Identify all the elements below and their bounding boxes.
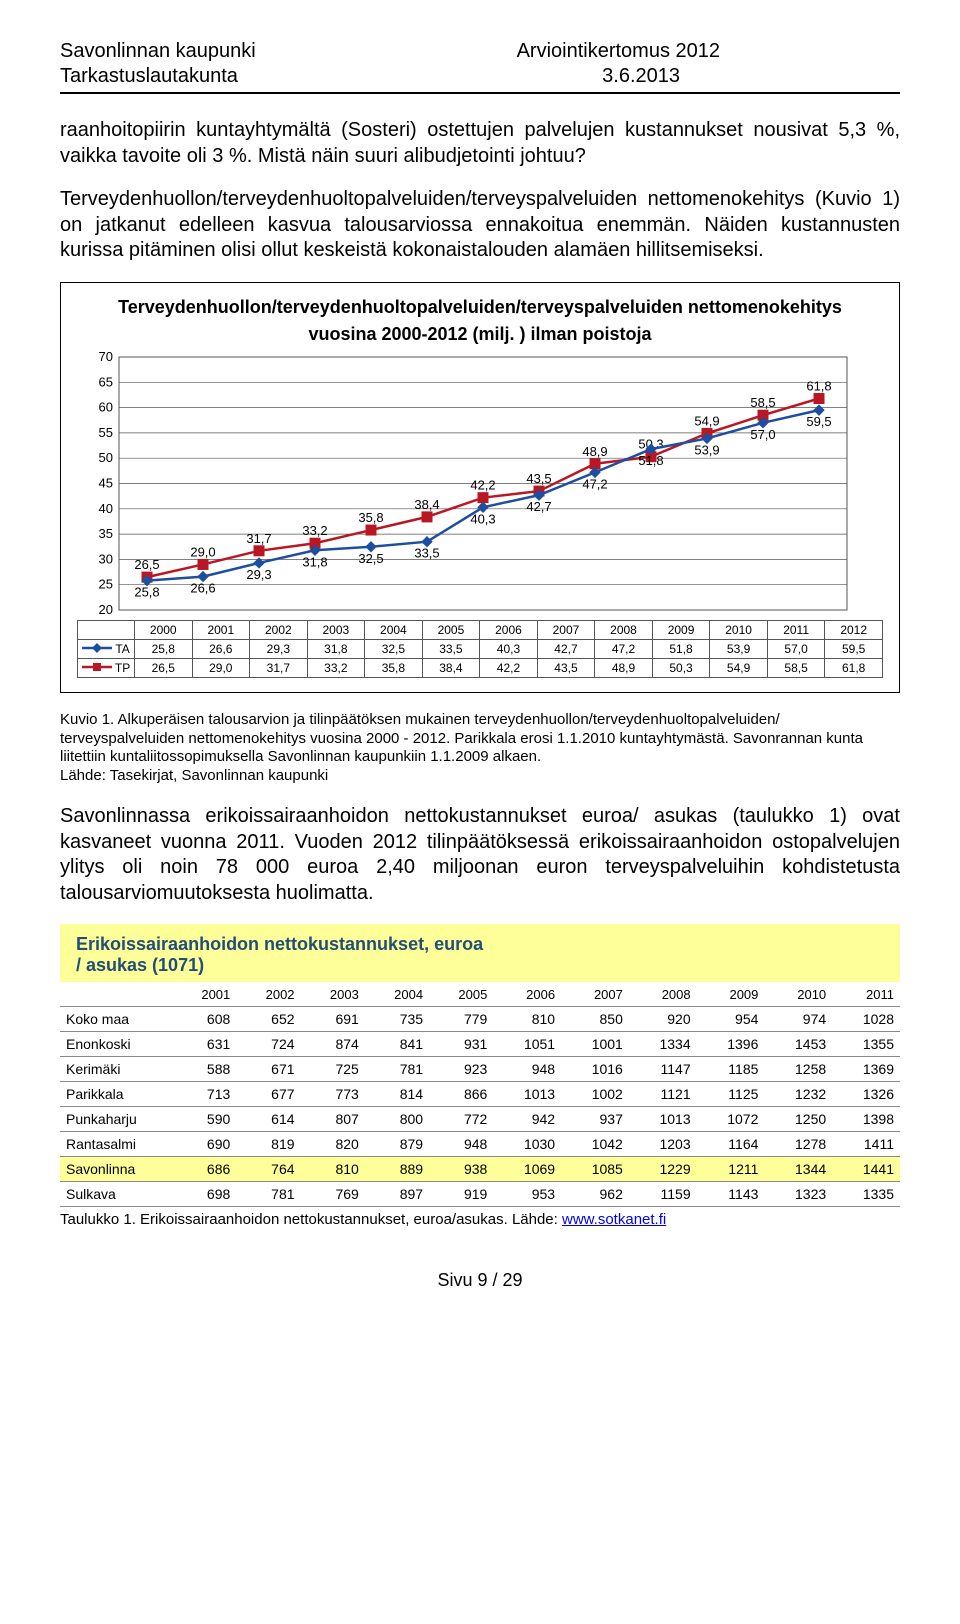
page-footer: Sivu 9 / 29 [60, 1270, 900, 1291]
svg-text:40,3: 40,3 [470, 511, 495, 526]
svg-text:57,0: 57,0 [750, 427, 775, 442]
svg-text:30: 30 [99, 551, 113, 566]
svg-text:45: 45 [99, 475, 113, 490]
svg-text:40: 40 [99, 501, 113, 516]
svg-text:65: 65 [99, 374, 113, 389]
table-caption: Taulukko 1. Erikoissairaanhoidon nettoku… [60, 1211, 900, 1230]
svg-text:33,2: 33,2 [302, 523, 327, 538]
svg-text:31,8: 31,8 [302, 554, 327, 569]
paragraph-3: Savonlinnassa erikoissairaanhoidon netto… [60, 804, 900, 906]
header-doc: Arviointikertomus 2012 [517, 40, 720, 63]
svg-text:61,8: 61,8 [806, 378, 831, 393]
svg-text:35: 35 [99, 526, 113, 541]
table-caption-text: Taulukko 1. Erikoissairaanhoidon nettoku… [60, 1211, 562, 1228]
svg-text:70: 70 [99, 351, 113, 364]
chart-container: Terveydenhuollon/terveydenhuoltopalvelui… [60, 282, 900, 693]
chart-title-line1: Terveydenhuollon/terveydenhuoltopalvelui… [77, 297, 883, 318]
svg-text:55: 55 [99, 425, 113, 440]
chart-caption-text: Kuvio 1. Alkuperäisen talousarvion ja ti… [60, 711, 863, 766]
svg-text:33,5: 33,5 [414, 546, 439, 561]
chart-caption-source: Lähde: Tasekirjat, Savonlinnan kaupunki [60, 767, 328, 784]
svg-text:48,9: 48,9 [582, 444, 607, 459]
header-date: 3.6.2013 [602, 65, 680, 88]
svg-text:35,8: 35,8 [358, 510, 383, 525]
svg-text:42,2: 42,2 [470, 478, 495, 493]
source-link[interactable]: www.sotkanet.fi [562, 1211, 666, 1228]
svg-text:51,8: 51,8 [638, 453, 663, 468]
header-org: Savonlinnan kaupunki [60, 40, 256, 63]
paragraph-1: raanhoitopiirin kuntayhtymältä (Sosteri)… [60, 118, 900, 169]
paragraph-2: Terveydenhuollon/terveydenhuoltopalvelui… [60, 187, 900, 264]
svg-text:53,9: 53,9 [694, 442, 719, 457]
svg-text:59,5: 59,5 [806, 414, 831, 429]
svg-text:26,6: 26,6 [190, 581, 215, 596]
chart-title-line2: vuosina 2000-2012 (milj. ) ilman poistoj… [77, 324, 883, 345]
svg-text:43,5: 43,5 [526, 471, 551, 486]
svg-text:38,4: 38,4 [414, 497, 439, 512]
svg-text:42,7: 42,7 [526, 499, 551, 514]
svg-text:50: 50 [99, 450, 113, 465]
chart-data-table: 2000200120022003200420052006200720082009… [77, 620, 883, 678]
svg-text:54,9: 54,9 [694, 413, 719, 428]
svg-text:31,7: 31,7 [246, 531, 271, 546]
svg-text:25: 25 [99, 577, 113, 592]
svg-text:29,3: 29,3 [246, 567, 271, 582]
svg-text:20: 20 [99, 602, 113, 616]
svg-text:25,8: 25,8 [134, 585, 159, 600]
header-board: Tarkastuslautakunta [60, 65, 238, 88]
svg-text:47,2: 47,2 [582, 476, 607, 491]
svg-text:60: 60 [99, 400, 113, 415]
svg-text:32,5: 32,5 [358, 551, 383, 566]
chart-caption: Kuvio 1. Alkuperäisen talousarvion ja ti… [60, 711, 900, 786]
svg-text:29,0: 29,0 [190, 544, 215, 559]
line-chart: 20 25 30 35 40 45 50 55 60 65 70 26,5 29,0 31,7 33,2 35… [77, 351, 857, 616]
svg-text:26,5: 26,5 [134, 557, 159, 572]
svg-text:58,5: 58,5 [750, 395, 775, 410]
cost-table: Erikoissairaanhoidon nettokustannukset, … [60, 924, 900, 1207]
